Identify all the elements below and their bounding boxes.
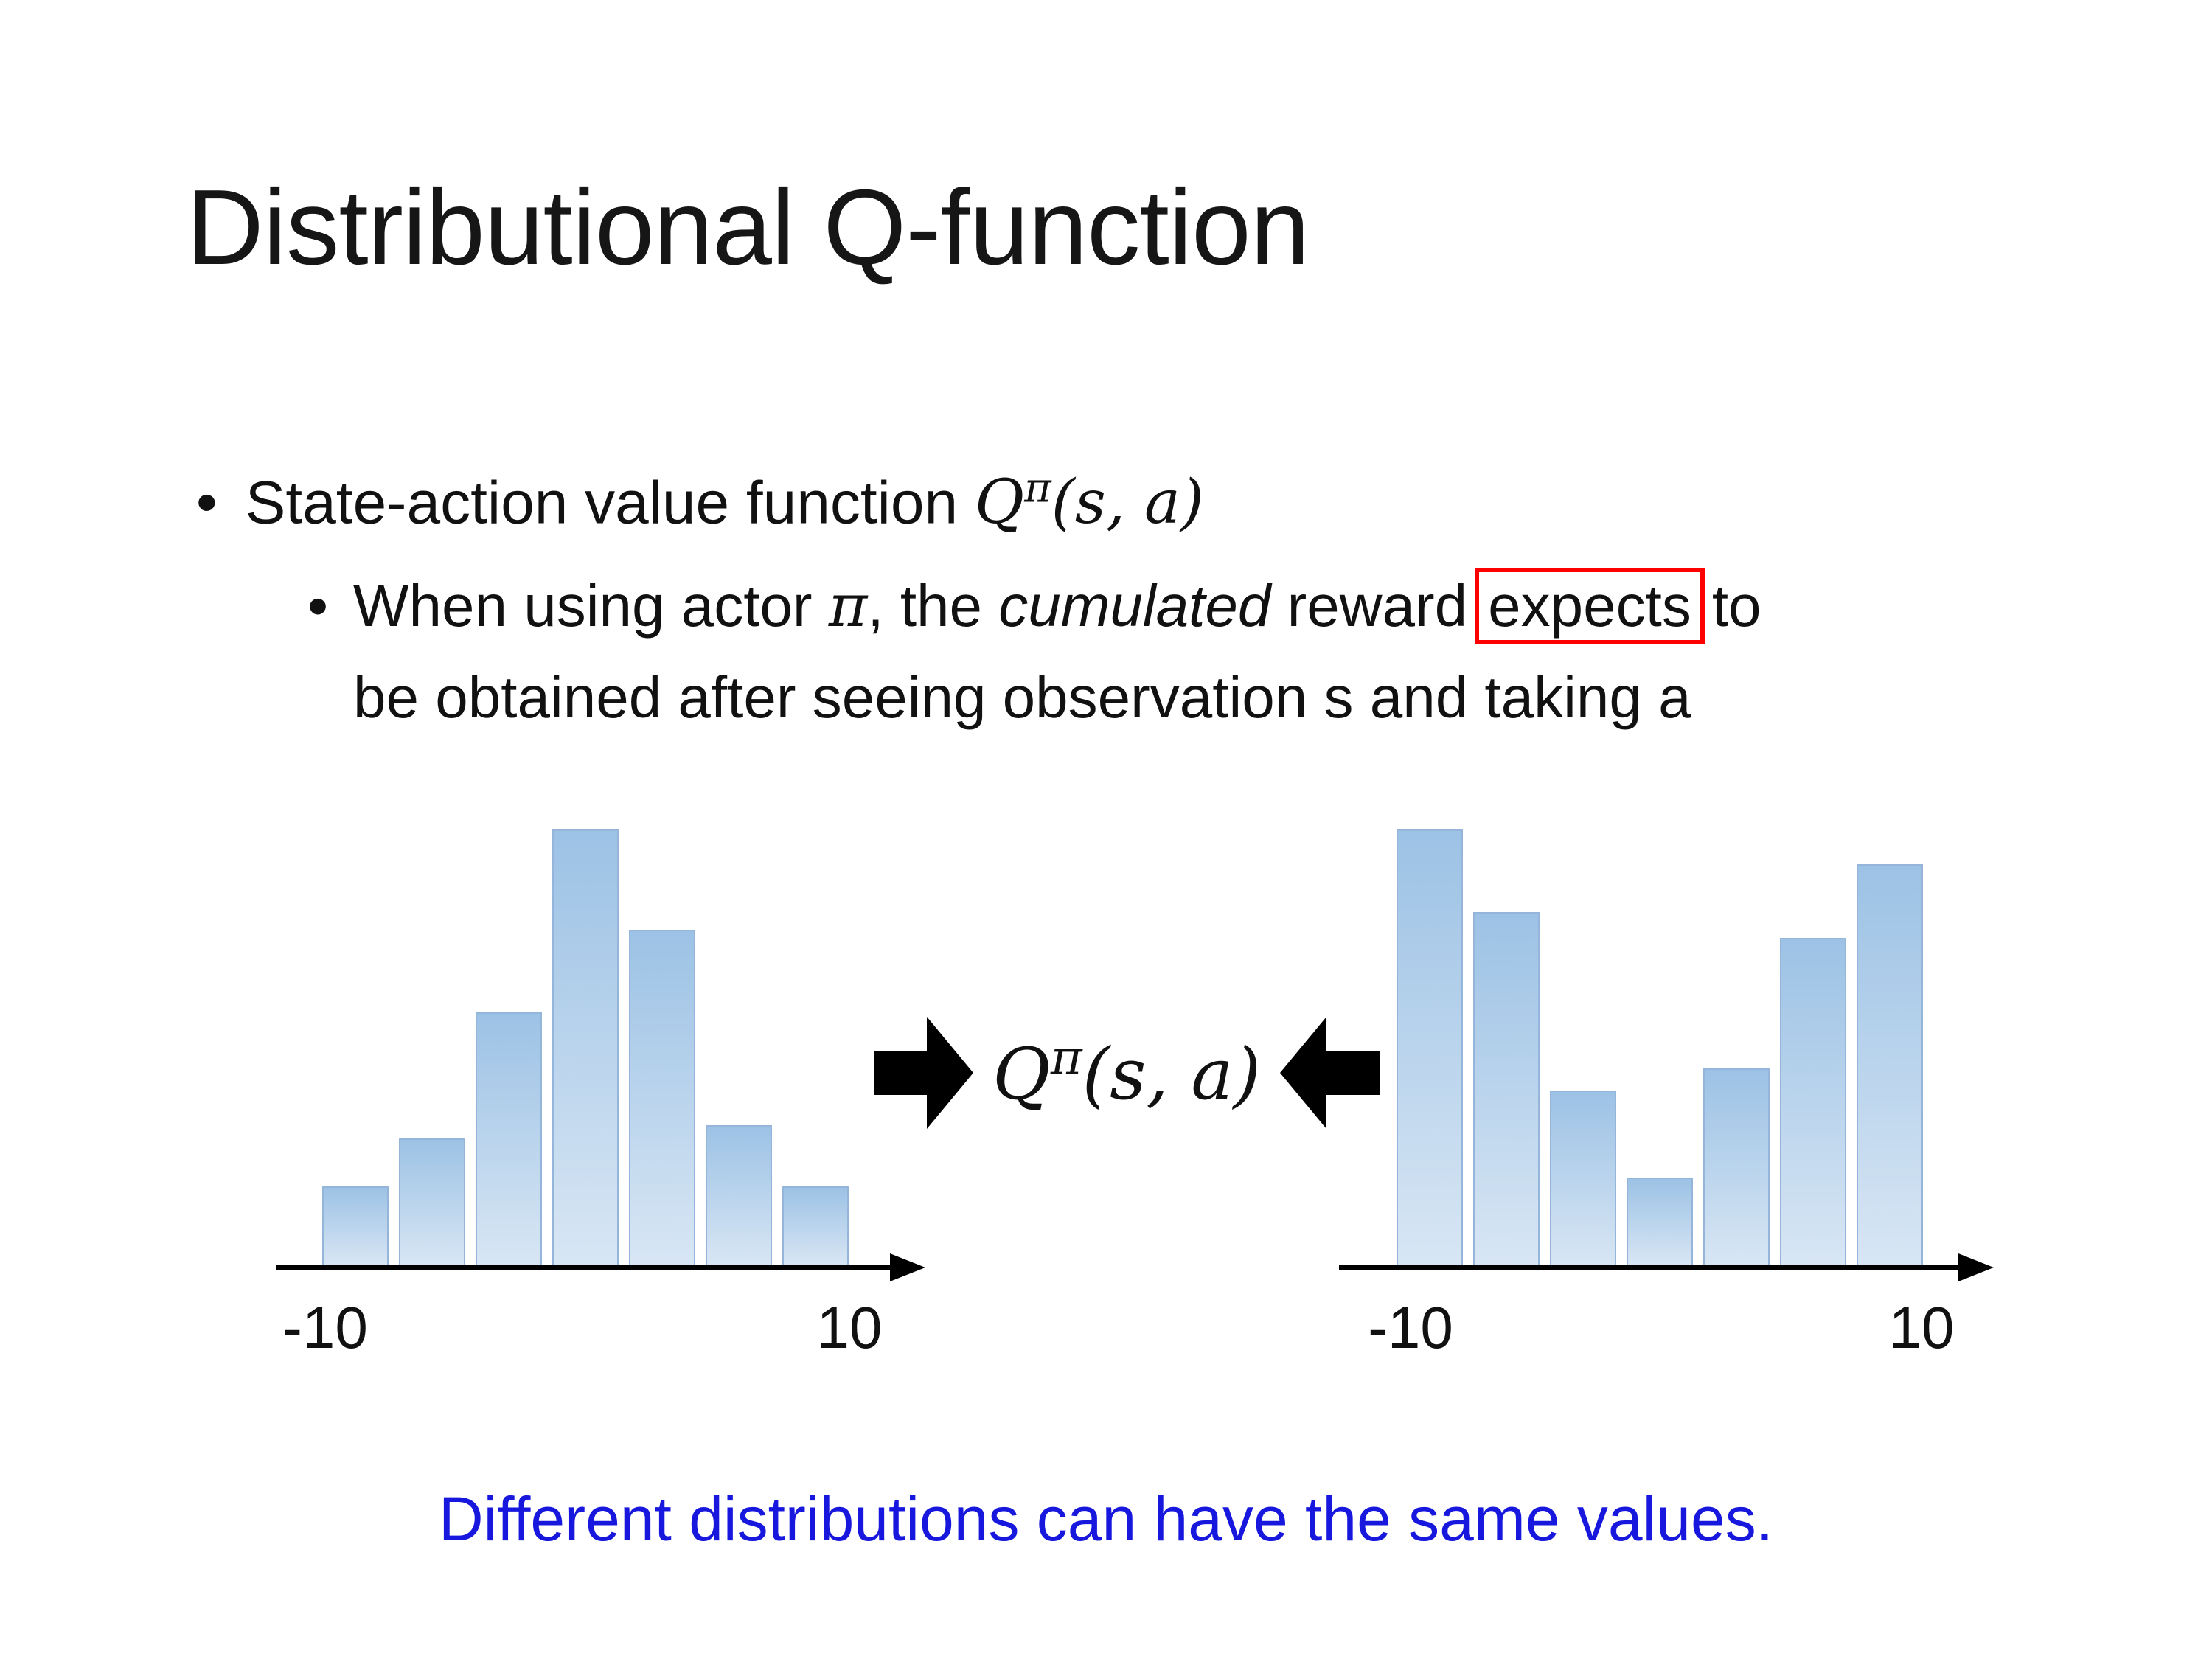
bullet2-run4: to	[1711, 573, 1761, 639]
math-Q: Q	[974, 467, 1025, 538]
pi-symbol: π	[828, 571, 868, 640]
bullet2-run1: When using actor	[353, 573, 829, 639]
sub-bullet-marker: •	[307, 573, 329, 639]
arrow-left-icon	[1280, 1017, 1380, 1129]
histogram-bar	[552, 830, 619, 1265]
left-histogram	[322, 830, 849, 1265]
histogram-bar	[476, 1012, 542, 1265]
bullet2-run3: reward	[1270, 573, 1468, 639]
histogram-bar	[706, 1125, 772, 1265]
right-x-axis	[1339, 1265, 1958, 1270]
right-x-axis-arrow-icon	[1958, 1253, 1994, 1281]
right-axis-min-label: -10	[1368, 1295, 1453, 1360]
histogram-bar	[1780, 938, 1846, 1265]
histogram-bar	[399, 1138, 465, 1265]
highlight-box-expects: expects	[1475, 568, 1705, 644]
right-axis-max-label: 10	[1888, 1295, 1955, 1360]
formula-pi-sup: π	[1050, 1030, 1082, 1086]
bullet-marker: •	[196, 469, 218, 537]
histogram-bar	[629, 930, 695, 1265]
bullet1-text: State-action value function Qπ(s, a)	[246, 465, 1204, 538]
left-axis-min-label: -10	[282, 1295, 368, 1360]
page-title: Distributional Q-function	[187, 167, 1310, 287]
histogram-bar	[1473, 912, 1540, 1265]
formula-args: (s, a)	[1082, 1033, 1262, 1116]
left-x-axis	[276, 1265, 890, 1270]
math-args: (s, a)	[1051, 467, 1204, 538]
caption-text: Different distributions can have the sam…	[438, 1484, 1774, 1554]
histogram-bar	[782, 1186, 849, 1265]
histogram-bar	[1627, 1178, 1693, 1265]
formula-Q: Q	[992, 1033, 1051, 1116]
histogram-bar	[322, 1186, 389, 1265]
bullet2-run5: be obtained after seeing observation s a…	[353, 664, 1691, 730]
left-axis-max-label: 10	[816, 1295, 883, 1360]
bullet2-text: When using actor π, the cumulated reward…	[353, 560, 1761, 743]
bullet1-text-run: State-action value function	[245, 469, 959, 537]
right-histogram	[1397, 830, 1923, 1265]
q-function-inline-math: Qπ(s, a)	[974, 465, 1204, 538]
histogram-bar	[1397, 830, 1463, 1265]
left-x-axis-arrow-icon	[890, 1253, 925, 1281]
histogram-bar	[1857, 864, 1923, 1265]
bullet-state-action-value: • State-action value function Qπ(s, a)	[196, 465, 1204, 538]
histogram-bar	[1550, 1091, 1616, 1265]
q-function-formula: Qπ(s, a)	[992, 1030, 1261, 1116]
arrow-right-icon	[874, 1017, 973, 1129]
bullet2-run2: , the	[867, 573, 999, 639]
bullet-when-using-actor: • When using actor π, the cumulated rewa…	[307, 560, 2151, 743]
math-pi-sup: π	[1024, 465, 1051, 512]
histogram-bar	[1703, 1068, 1770, 1265]
cumulated-italic: cumulated	[998, 573, 1271, 639]
center-equivalence-group: Qπ(s, a)	[874, 1014, 1380, 1132]
